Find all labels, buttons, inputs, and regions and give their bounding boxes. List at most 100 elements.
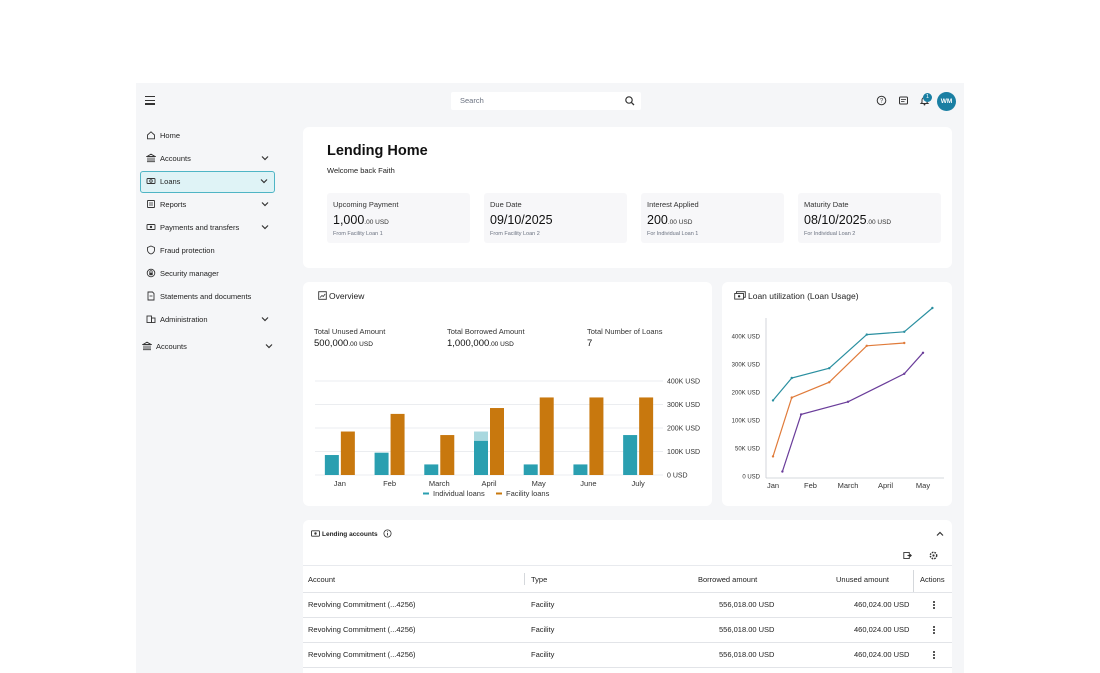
y-tick-label: 300K USD (667, 402, 700, 409)
bar-facility-loans (639, 397, 654, 475)
stat-value-main: 500,000 (314, 338, 349, 349)
menu-icon[interactable] (145, 96, 155, 105)
stat-label: Total Borrowed Amount (447, 327, 525, 336)
column-divider (524, 573, 525, 585)
loan-icon (311, 530, 320, 537)
bar-individual-loans (573, 464, 588, 475)
bar-individual-loans (523, 464, 538, 475)
row-actions-icon[interactable] (932, 601, 935, 611)
kpi-title: Due Date (490, 200, 522, 209)
report-icon (147, 200, 155, 208)
cell-type: Facility (531, 650, 555, 659)
row-divider (303, 667, 952, 668)
bank-icon (142, 341, 152, 351)
sidebar-item-label: Fraud protection (160, 246, 215, 255)
kpi-maturity-date: Maturity Date 08/10/2025.00 USD For Indi… (798, 193, 941, 243)
cell-borrowed: 556,018.00 USD (719, 625, 775, 634)
lending-accounts-card: Lending accounts Account Type Borrowed a… (303, 520, 952, 673)
table-title-text: Lending accounts (322, 531, 378, 538)
overview-card: Overview Total Unused Amount 500,000.00 … (303, 282, 712, 506)
app-window: Search ? 1 WM Home Accounts Loans Report… (136, 83, 964, 673)
home-icon (147, 131, 155, 140)
welcome-text: Welcome back Faith (327, 166, 395, 175)
sidebar-item-payments[interactable]: Payments and transfers (140, 217, 275, 239)
y-tick-label: 400K USD (667, 379, 700, 386)
avatar[interactable]: WM (937, 92, 956, 111)
kpi-subtext: For Individual Loan 1 (647, 231, 699, 237)
overview-bar-chart: 400K USD 300K USD 200K USD 100K USD 0 USD Jan… (315, 379, 700, 498)
sidebar-item-accounts-2[interactable]: Accounts (136, 336, 279, 358)
line-point (865, 333, 868, 336)
sidebar-item-label: Accounts (156, 342, 187, 351)
column-header-actions: Actions (920, 575, 945, 584)
cell-borrowed: 556,018.00 USD (719, 650, 775, 659)
cell-type: Facility (531, 600, 555, 609)
column-header-type[interactable]: Type (531, 575, 548, 584)
sidebar-item-label: Home (160, 131, 181, 140)
sidebar-item-administration[interactable]: Administration (140, 309, 275, 331)
legend-label: Individual loans (433, 489, 485, 498)
help-icon[interactable]: ? (876, 95, 887, 106)
line-point (931, 306, 934, 310)
kpi-value-main: 09/10/2025 (490, 213, 553, 227)
cell-unused: 460,024.00 USD (854, 625, 910, 634)
sidebar-item-label: Loans (160, 177, 181, 186)
admin-icon (146, 315, 156, 323)
y-tick-label: 200K USD (667, 426, 700, 433)
column-header-unused[interactable]: Unused amount (836, 575, 889, 584)
overview-title: Overview (318, 291, 364, 301)
row-divider (303, 592, 952, 593)
search-placeholder: Search (460, 96, 484, 105)
x-tick-label: July (631, 479, 645, 488)
kpi-title: Maturity Date (804, 200, 849, 209)
column-header-borrowed[interactable]: Borrowed amount (698, 575, 758, 584)
kpi-value-decimals: .00 USD (364, 219, 389, 226)
loan-icon (146, 178, 156, 184)
row-actions-icon[interactable] (932, 651, 935, 661)
info-icon[interactable] (383, 529, 392, 538)
x-tick-label: April (481, 479, 496, 488)
kpi-subtext: From Facility Loan 2 (490, 231, 540, 237)
search-input[interactable]: Search (451, 92, 641, 110)
y-tick-label: 400K USD (732, 335, 761, 341)
kpi-title: Interest Applied (647, 200, 699, 209)
sidebar-item-reports[interactable]: Reports (140, 194, 275, 216)
line-point (865, 344, 868, 347)
column-header-account[interactable]: Account (308, 575, 336, 584)
cash-icon (734, 291, 746, 300)
kpi-value-main: 1,000 (333, 213, 365, 227)
sidebar-item-loans[interactable]: Loans (140, 171, 275, 193)
row-actions-icon[interactable] (932, 626, 935, 636)
line-point (828, 381, 831, 384)
table-title: Lending accounts (311, 530, 378, 538)
sidebar-item-accounts[interactable]: Accounts (140, 148, 275, 170)
y-tick-label: 300K USD (732, 363, 761, 369)
notification-badge: 1 (923, 93, 932, 102)
search-icon[interactable] (624, 95, 636, 107)
line-point (781, 470, 784, 473)
column-divider (913, 570, 914, 592)
settings-gear-icon[interactable] (929, 551, 938, 560)
document-icon (147, 291, 155, 301)
top-bar: Search ? 1 WM (136, 83, 964, 120)
export-icon[interactable] (903, 551, 912, 560)
sidebar-item-security-manager[interactable]: Security manager (140, 263, 275, 285)
stat-value: 500,000.00 USD (314, 338, 373, 349)
sidebar-item-home[interactable]: Home (140, 125, 275, 147)
y-tick-label: 100K USD (667, 449, 700, 456)
bar-individual-loans (374, 452, 389, 475)
x-tick-label: Jan (767, 481, 779, 490)
kpi-interest-applied: Interest Applied 200.00 USD For Individu… (641, 193, 784, 243)
x-tick-label: June (580, 479, 596, 488)
y-tick-label: 0 USD (742, 475, 760, 481)
stat-value-decimals: .00 USD (489, 341, 514, 348)
kpi-upcoming-payment: Upcoming Payment 1,000.00 USD From Facil… (327, 193, 470, 243)
y-tick-label: 100K USD (732, 419, 761, 425)
utilization-title-text: Loan utilization (Loan Usage) (748, 291, 859, 301)
chevron-down-icon (261, 202, 269, 207)
message-icon[interactable] (898, 95, 909, 106)
line-point (903, 372, 906, 375)
chevron-up-icon[interactable] (936, 531, 944, 537)
sidebar-item-statements[interactable]: Statements and documents (140, 286, 275, 308)
sidebar-item-fraud-protection[interactable]: Fraud protection (140, 240, 275, 262)
